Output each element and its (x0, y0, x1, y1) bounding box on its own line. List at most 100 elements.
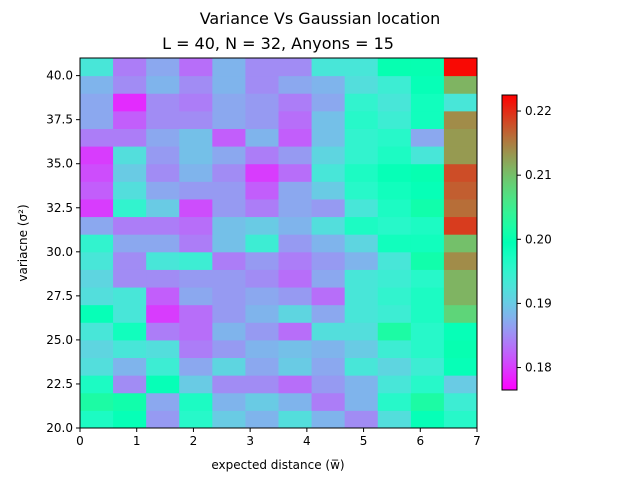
heatmap-cell (146, 93, 180, 112)
heatmap-cell (311, 146, 346, 165)
heatmap-cell (212, 410, 246, 429)
heatmap-cell (377, 251, 412, 270)
heatmap-cell (311, 198, 346, 218)
heatmap-cell (179, 128, 213, 147)
heatmap-cell (410, 357, 445, 376)
heatmap-cell (179, 410, 213, 429)
heatmap-cell (443, 146, 478, 165)
heatmap-cell (146, 234, 180, 253)
heatmap-cell (146, 110, 180, 129)
heatmap-cell (278, 251, 313, 270)
heatmap-cell (212, 269, 246, 288)
y-axis-ticks: 20.0 22.5 25.0 27.5 30.0 32.5 35.0 37.5 40.0 (46, 69, 80, 435)
heatmap-cell (146, 392, 180, 411)
heatmap-cell (212, 339, 246, 359)
heatmap-cell (344, 146, 379, 165)
heatmap-cell (245, 234, 279, 253)
heatmap-cell (179, 110, 213, 129)
heatmap-cell (443, 410, 478, 429)
heatmap-cell (344, 75, 379, 94)
heatmap-cell (146, 410, 180, 429)
heatmap-cell (344, 392, 379, 411)
heatmap-cell (146, 375, 180, 394)
heatmap-cell (80, 357, 114, 376)
heatmap-cell (278, 163, 313, 182)
heatmap-cell (80, 234, 114, 253)
heatmap-cell (80, 410, 114, 429)
heatmap-cell (410, 375, 445, 394)
heatmap-cell (311, 357, 346, 376)
heatmap-cell (410, 251, 445, 270)
heatmap-cell (179, 251, 213, 270)
heatmap-cell (443, 357, 478, 376)
heatmap-cell (377, 304, 412, 323)
heatmap-cell (113, 146, 147, 165)
heatmap-cell (311, 304, 346, 323)
heatmap-cell (179, 216, 213, 235)
heatmap-cell (443, 234, 478, 253)
heatmap-cell (278, 75, 313, 94)
heatmap-cell (410, 128, 445, 147)
heatmap-cell (410, 93, 445, 112)
heatmap-cell (278, 269, 313, 288)
heatmap-cell (278, 357, 313, 376)
heatmap-cell (113, 181, 147, 200)
heatmap-cell (278, 375, 313, 394)
colorbar-tick-label: 0.21 (525, 168, 552, 182)
heatmap-cell (179, 75, 213, 94)
heatmap-cell (410, 392, 445, 411)
heatmap-cell (443, 269, 478, 288)
heatmap-cell (311, 392, 346, 411)
heatmap-cell (377, 198, 412, 218)
heatmap-cell (80, 339, 114, 359)
heatmap-cell (443, 163, 478, 182)
heatmap-cell (311, 75, 346, 94)
y-tick-label: 25.0 (46, 333, 73, 347)
heatmap-cell (212, 375, 246, 394)
heatmap-cell (410, 110, 445, 129)
heatmap-cell (245, 304, 279, 323)
heatmap-cell (179, 163, 213, 182)
heatmap-cell (245, 110, 279, 129)
heatmap-cell (113, 375, 147, 394)
heatmap-cell (443, 93, 478, 112)
heatmap-cell (80, 216, 114, 235)
heatmap-cell (146, 357, 180, 376)
y-tick-label: 40.0 (46, 69, 73, 83)
heatmap-cell (80, 93, 114, 112)
heatmap-cell (377, 322, 412, 341)
heatmap-cell (146, 322, 180, 341)
heatmap-cell (113, 234, 147, 253)
heatmap-cell (410, 339, 445, 359)
heatmap-cell (344, 410, 379, 429)
heatmap-cell (179, 287, 213, 306)
heatmap-cell (377, 287, 412, 306)
heatmap-cell (443, 392, 478, 411)
heatmap-cell (344, 322, 379, 341)
heatmap-cell (377, 375, 412, 394)
heatmap-cell (344, 198, 379, 218)
heatmap-cell (113, 357, 147, 376)
heatmap-cell (113, 198, 147, 218)
chart-subtitle: L = 40, N = 32, Anyons = 15 (162, 34, 394, 53)
x-axis-label: expected distance (w̅) (211, 458, 344, 472)
heatmap-cell (344, 163, 379, 182)
heatmap-cell (212, 146, 246, 165)
y-tick-label: 32.5 (46, 201, 73, 215)
heatmap-cell (311, 181, 346, 200)
heatmap-cell (245, 75, 279, 94)
heatmap-cell (212, 322, 246, 341)
heatmap-cell (443, 128, 478, 147)
heatmap-cell (212, 392, 246, 411)
heatmap-cell (80, 181, 114, 200)
y-axis-label: variacne (σ²) (16, 204, 30, 281)
heatmap-cell (245, 198, 279, 218)
heatmap-cell (377, 110, 412, 129)
x-tick-label: 7 (473, 434, 481, 448)
heatmap-cell (410, 410, 445, 429)
heatmap-cell (179, 146, 213, 165)
heatmap-cell (245, 375, 279, 394)
x-tick-label: 3 (246, 434, 254, 448)
heatmap-cell (344, 251, 379, 270)
